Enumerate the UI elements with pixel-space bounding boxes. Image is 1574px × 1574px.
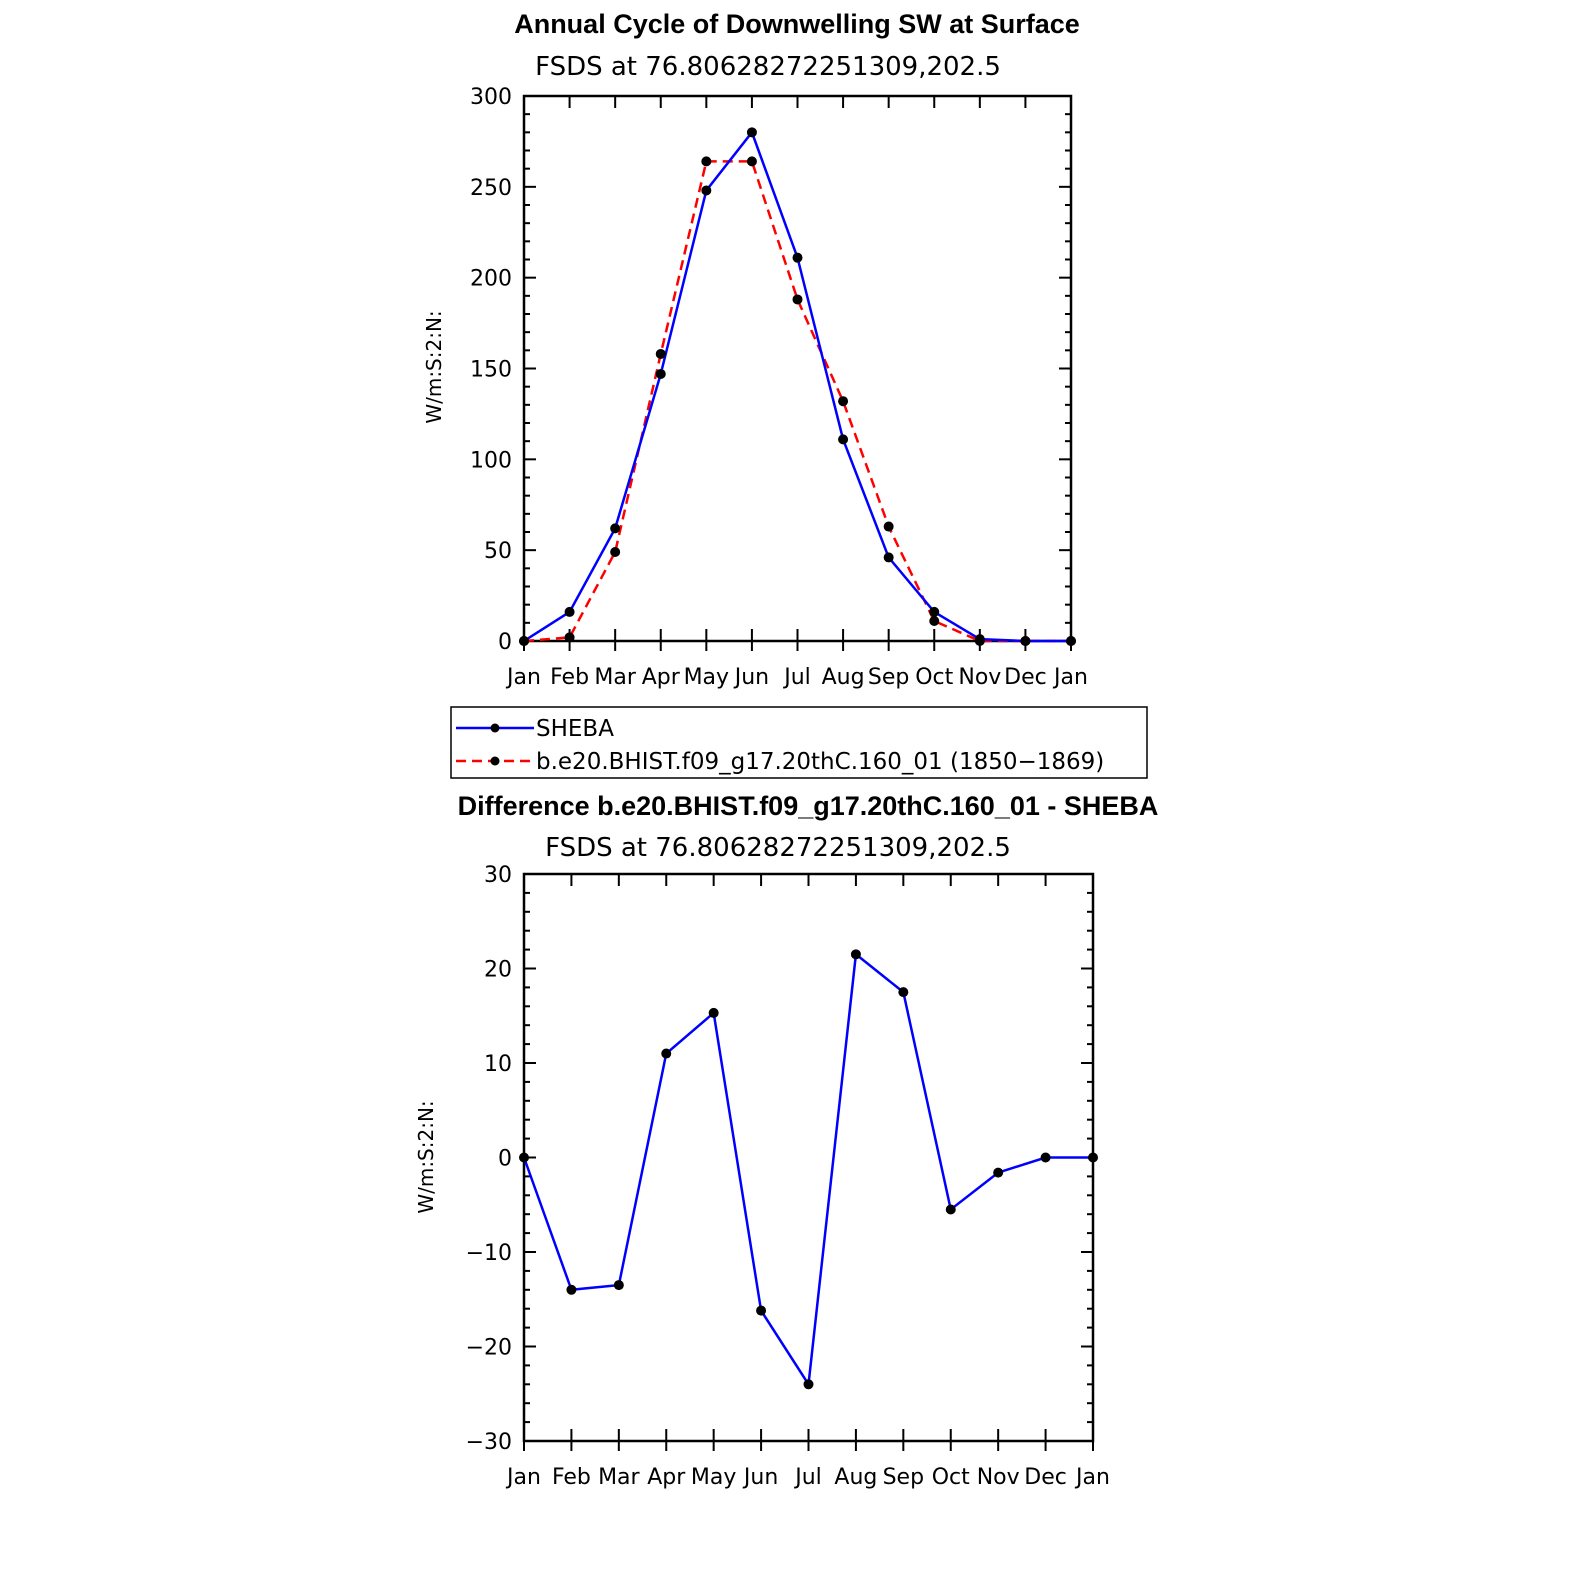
y-tick-label: 250: [470, 176, 512, 201]
x-tick-label: Feb: [550, 665, 589, 690]
x-tick-label: Jul: [793, 1465, 822, 1490]
x-tick-label: Mar: [594, 665, 636, 690]
x-tick-label: Jan: [505, 665, 541, 690]
y-tick-label: −20: [466, 1336, 512, 1361]
y-tick-label: 300: [470, 85, 512, 110]
x-tick-label: Nov: [958, 665, 1001, 690]
chart-subtitle: FSDS at 76.80628272251309,202.5: [545, 833, 1011, 863]
y-tick-label: 50: [484, 539, 512, 564]
x-tick-label: Jan: [1074, 1465, 1110, 1490]
series-0-point: [746, 127, 757, 138]
plot-area: −30 −20 −10 0 10 20 30 Jan Feb Mar Apr May Jun Jul Aug…: [466, 863, 1110, 1490]
y-tick-label: 30: [484, 863, 512, 888]
series-1-point: [564, 632, 575, 643]
x-tick-label: Aug: [822, 665, 865, 690]
x-tick-label: Jun: [742, 1465, 778, 1490]
x-tick-label: Feb: [552, 1465, 591, 1490]
series-1-point: [1020, 636, 1031, 646]
x-tick-label: Sep: [883, 1465, 924, 1490]
series-line-0: [523, 129, 1071, 643]
y-tick-label: 20: [484, 958, 512, 983]
x-tick-label: May: [684, 665, 729, 690]
series-0-point: [1088, 1152, 1098, 1163]
x-tick-label: Oct: [932, 1465, 970, 1490]
x-tick-label: Apr: [642, 665, 681, 690]
series-1-point: [1066, 636, 1076, 646]
plot-frame: [522, 872, 1095, 1443]
legend-label-sheba: SHEBA: [536, 716, 614, 742]
chart-title: Annual Cycle of Downwelling SW at Surfac…: [514, 9, 1080, 39]
series-0-point: [1040, 1152, 1051, 1163]
annual-cycle-chart: Annual Cycle of Downwelling SW at Surfac…: [422, 9, 1088, 690]
series-0-point: [655, 368, 666, 379]
x-tick-label: Oct: [915, 665, 953, 690]
series-1-point: [792, 294, 803, 305]
series-line-0: [522, 951, 1093, 1388]
series-0-point: [803, 1379, 814, 1390]
x-tick-label: Sep: [868, 665, 909, 690]
series-0-point: [883, 552, 894, 563]
y-tick-label: 10: [484, 1052, 512, 1077]
x-tick-label: Jul: [782, 665, 811, 690]
series-0-point: [564, 606, 575, 617]
y-tick-label: 100: [470, 448, 512, 473]
legend-label-model: b.e20.BHIST.f09_g17.20thC.160_01 (1850−1…: [536, 749, 1104, 775]
series-0-point: [850, 949, 861, 960]
series-1-point: [838, 396, 849, 407]
plot-frame: [522, 94, 1073, 643]
series-0-point: [610, 523, 621, 534]
y-tick-label: 200: [470, 267, 512, 292]
series-1-point: [701, 156, 712, 167]
x-tick-label: Jan: [505, 1465, 541, 1490]
series-0-point: [898, 987, 909, 998]
series-0-point: [613, 1280, 624, 1291]
x-tick-label: Dec: [1004, 665, 1047, 690]
series-0-point: [661, 1048, 672, 1059]
y-axis-label: W/m:S:2:N:: [422, 310, 446, 423]
legend: SHEBA b.e20.BHIST.f09_g17.20thC.160_01 (…: [450, 706, 1148, 779]
legend-marker-model: [490, 756, 500, 766]
y-tick-label: 0: [498, 1147, 512, 1172]
y-tick-label: −10: [466, 1241, 512, 1266]
series-0-point: [519, 1152, 529, 1163]
chart-title: Difference b.e20.BHIST.f09_g17.20thC.160…: [458, 791, 1159, 821]
series-0-point: [792, 252, 803, 263]
series-0-point: [701, 185, 712, 196]
legend-marker-sheba: [490, 723, 500, 733]
chart-subtitle: FSDS at 76.80628272251309,202.5: [535, 52, 1001, 82]
y-tick-label: −30: [466, 1430, 512, 1455]
series-1-point: [519, 636, 529, 646]
series-0-point: [566, 1284, 577, 1295]
difference-chart: Difference b.e20.BHIST.f09_g17.20thC.160…: [414, 791, 1158, 1490]
x-tick-label: Aug: [834, 1465, 877, 1490]
y-tick-label: 150: [470, 358, 512, 383]
series-1-point: [746, 156, 757, 167]
legend-box: [450, 706, 1148, 779]
x-tick-label: Jan: [1052, 665, 1088, 690]
x-tick-label: Dec: [1024, 1465, 1067, 1490]
x-tick-label: Jun: [733, 665, 769, 690]
series-0-point: [708, 1007, 719, 1018]
y-tick-label: 0: [498, 630, 512, 655]
series-line-1: [523, 160, 1071, 643]
x-tick-label: Mar: [598, 1465, 640, 1490]
series-0-point: [945, 1204, 956, 1215]
series-1-point: [610, 546, 621, 557]
series-0-point: [993, 1167, 1004, 1178]
series-1-point: [655, 348, 666, 359]
series-1-point: [883, 521, 894, 532]
series-0-point: [929, 606, 940, 617]
x-tick-label: Apr: [647, 1465, 686, 1490]
series-1-point: [929, 616, 940, 627]
x-tick-label: Nov: [977, 1465, 1020, 1490]
y-axis-label: W/m:S:2:N:: [414, 1100, 438, 1213]
plot-area: 0 50 100 150 200 250 300 Jan Feb Mar Apr May Jun Jul A…: [470, 85, 1088, 690]
series-0-point: [838, 434, 849, 445]
x-tick-label: May: [691, 1465, 736, 1490]
series-0-point: [756, 1305, 767, 1316]
series-1-point: [974, 636, 985, 646]
